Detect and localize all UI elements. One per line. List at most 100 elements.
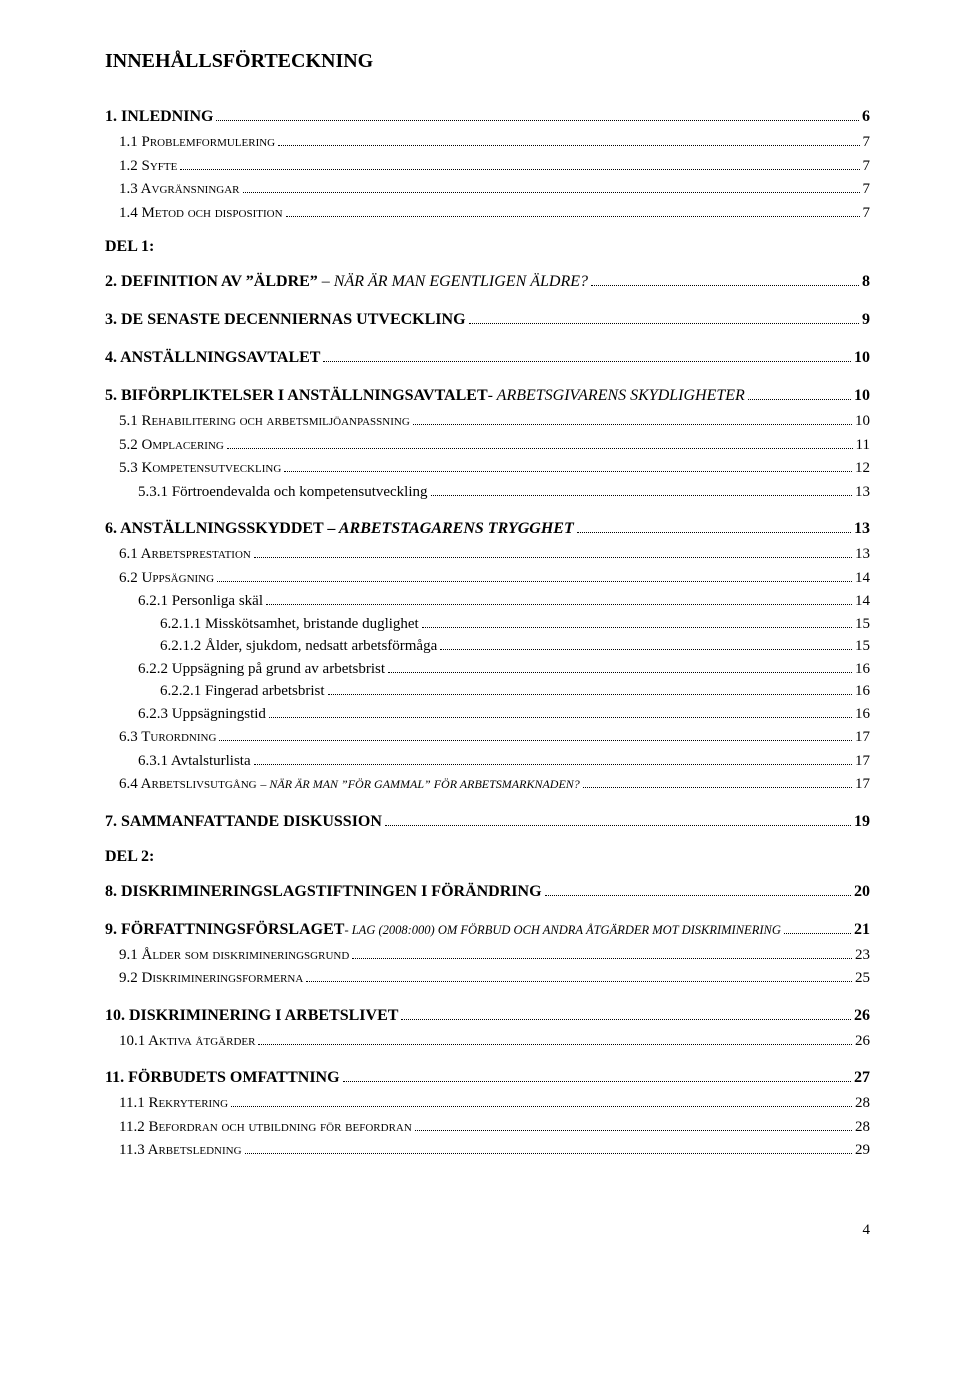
toc-leader-dots <box>385 825 851 826</box>
toc-label: 6.2.2.1 Fingerad arbetsbrist <box>160 680 325 703</box>
toc-entry: 11.2 Befordran och utbildning för beford… <box>105 1116 870 1139</box>
toc-label: 6.3 Turordning <box>119 726 216 749</box>
toc-leader-dots <box>266 604 852 605</box>
toc-title: INNEHÅLLSFÖRTECKNING <box>105 50 870 73</box>
toc-page: 16 <box>855 680 870 703</box>
toc-page: 21 <box>854 918 870 942</box>
toc-page: 7 <box>863 178 871 201</box>
toc-entry: 11. FÖRBUDETS OMFATTNING27 <box>105 1066 870 1090</box>
toc-entry: 5.2 Omplacering11 <box>105 434 870 457</box>
toc-label: 1.1 Problemformulering <box>119 131 275 154</box>
toc-label: 6. ANSTÄLLNINGSSKYDDET – ARBETSTAGARENS … <box>105 517 574 541</box>
toc-page: 23 <box>855 944 870 967</box>
toc-page: 16 <box>855 703 870 726</box>
toc-label: 1.4 Metod och disposition <box>119 202 283 225</box>
toc-entry: 9. FÖRFATTNINGSFÖRSLAGET- LAG (2008:000)… <box>105 918 870 942</box>
toc-leader-dots <box>328 694 852 695</box>
toc-leader-dots <box>388 672 852 673</box>
toc-entry: 5.3.1 Förtroendevalda och kompetensutvec… <box>105 481 870 504</box>
toc-entry: 6.3 Turordning17 <box>105 726 870 749</box>
toc-entry: 6.3.1 Avtalsturlista 17 <box>105 750 870 773</box>
toc-entry: 6.2.2.1 Fingerad arbetsbrist 16 <box>105 680 870 703</box>
toc-entry: 6.2.2 Uppsägning på grund av arbetsbrist… <box>105 658 870 681</box>
toc-page: 15 <box>855 635 870 658</box>
toc-leader-dots <box>591 285 859 286</box>
toc-leader-dots <box>269 717 852 718</box>
toc-page: 10 <box>855 410 870 433</box>
toc-label: 6.2.2 Uppsägning på grund av arbetsbrist <box>138 658 385 681</box>
toc-page: 17 <box>855 750 870 773</box>
page-number: 4 <box>105 1222 870 1239</box>
toc-entry: 4. ANSTÄLLNINGSAVTALET10 <box>105 346 870 370</box>
toc-leader-dots <box>217 581 852 582</box>
toc-entry: 8. DISKRIMINERINGSLAGSTIFTNINGEN I FÖRÄN… <box>105 880 870 904</box>
toc-label: 9.1 Ålder som diskrimineringsgrund <box>119 944 349 967</box>
toc-entry: 6. ANSTÄLLNINGSSKYDDET – ARBETSTAGARENS … <box>105 517 870 541</box>
toc-leader-dots <box>352 958 852 959</box>
toc-page: 12 <box>855 457 870 480</box>
toc-label: 2. DEFINITION AV ”ÄLDRE” – NÄR ÄR MAN EG… <box>105 270 588 294</box>
toc-leader-dots <box>219 740 852 741</box>
toc-label: 9. FÖRFATTNINGSFÖRSLAGET- LAG (2008:000)… <box>105 918 781 942</box>
toc-leader-dots <box>254 764 852 765</box>
toc-entry: 6.2.1.2 Ålder, sjukdom, nedsatt arbetsfö… <box>105 635 870 658</box>
toc-page: 13 <box>855 481 870 504</box>
toc-page: 14 <box>855 590 870 613</box>
toc-page: 26 <box>854 1004 870 1028</box>
toc-entry: 6.2.1.1 Misskötsamhet, bristande dugligh… <box>105 613 870 636</box>
toc-entry: 1.3 Avgränsningar 7 <box>105 178 870 201</box>
toc-leader-dots <box>422 627 852 628</box>
toc-page: 6 <box>862 105 870 129</box>
toc-leader-dots <box>286 216 860 217</box>
toc-leader-dots <box>180 169 859 170</box>
toc-label: 5. BIFÖRPLIKTELSER I ANSTÄLLNINGSAVTALET… <box>105 384 745 408</box>
toc-label: 6.2.1.1 Misskötsamhet, bristande dugligh… <box>160 613 419 636</box>
toc-label: 11.2 Befordran och utbildning för beford… <box>119 1116 412 1139</box>
toc-label: 6.2 Uppsägning <box>119 567 214 590</box>
toc-entry: 9.2 Diskrimineringsformerna25 <box>105 967 870 990</box>
toc-page: 25 <box>855 967 870 990</box>
toc-label: 11.3 Arbetsledning <box>119 1139 242 1162</box>
toc-leader-dots <box>278 145 859 146</box>
toc-label: 8. DISKRIMINERINGSLAGSTIFTNINGEN I FÖRÄN… <box>105 880 542 904</box>
toc-leader-dots <box>583 787 852 788</box>
section-label: DEL 1: <box>105 238 870 256</box>
toc-leader-dots <box>216 120 859 121</box>
toc-label: 1. INLEDNING <box>105 105 213 129</box>
toc-entry: 6.1 Arbetsprestation13 <box>105 543 870 566</box>
toc-entry: 6.2 Uppsägning 14 <box>105 567 870 590</box>
toc-entry: 6.4 Arbetslivsutgång – NÄR ÄR MAN ”FÖR G… <box>105 773 870 796</box>
toc-label: 6.3.1 Avtalsturlista <box>138 750 251 773</box>
toc-entry: 1.1 Problemformulering7 <box>105 131 870 154</box>
toc-leader-dots <box>343 1081 851 1082</box>
toc-page: 16 <box>855 658 870 681</box>
toc-leader-dots <box>227 448 853 449</box>
toc-page: 8 <box>862 270 870 294</box>
toc-leader-dots <box>784 933 851 934</box>
toc-leader-dots <box>431 495 852 496</box>
toc-container: 1. INLEDNING61.1 Problemformulering71.2 … <box>105 105 870 1162</box>
toc-leader-dots <box>284 471 852 472</box>
toc-leader-dots <box>401 1019 851 1020</box>
toc-label: 6.2.3 Uppsägningstid <box>138 703 266 726</box>
toc-label: 1.2 Syfte <box>119 155 177 178</box>
toc-leader-dots <box>254 557 852 558</box>
toc-leader-dots <box>258 1044 852 1045</box>
toc-page: 27 <box>854 1066 870 1090</box>
toc-entry: 1.4 Metod och disposition7 <box>105 202 870 225</box>
toc-label: 1.3 Avgränsningar <box>119 178 240 201</box>
toc-entry: 5.3 Kompetensutveckling12 <box>105 457 870 480</box>
toc-entry: 9.1 Ålder som diskrimineringsgrund 23 <box>105 944 870 967</box>
toc-page: 14 <box>855 567 870 590</box>
toc-entry: 6.2.3 Uppsägningstid 16 <box>105 703 870 726</box>
toc-label: 6.2.1.2 Ålder, sjukdom, nedsatt arbetsfö… <box>160 635 437 658</box>
toc-page: 13 <box>855 543 870 566</box>
toc-leader-dots <box>231 1106 852 1107</box>
toc-label: 11.1 Rekrytering <box>119 1092 228 1115</box>
toc-label: 10.1 Aktiva åtgärder <box>119 1030 255 1053</box>
toc-leader-dots <box>748 399 851 400</box>
toc-entry: 3. DE SENASTE DECENNIERNAS UTVECKLING9 <box>105 308 870 332</box>
toc-entry: 11.3 Arbetsledning29 <box>105 1139 870 1162</box>
toc-page: 28 <box>855 1116 870 1139</box>
toc-entry: 7. SAMMANFATTANDE DISKUSSION19 <box>105 810 870 834</box>
